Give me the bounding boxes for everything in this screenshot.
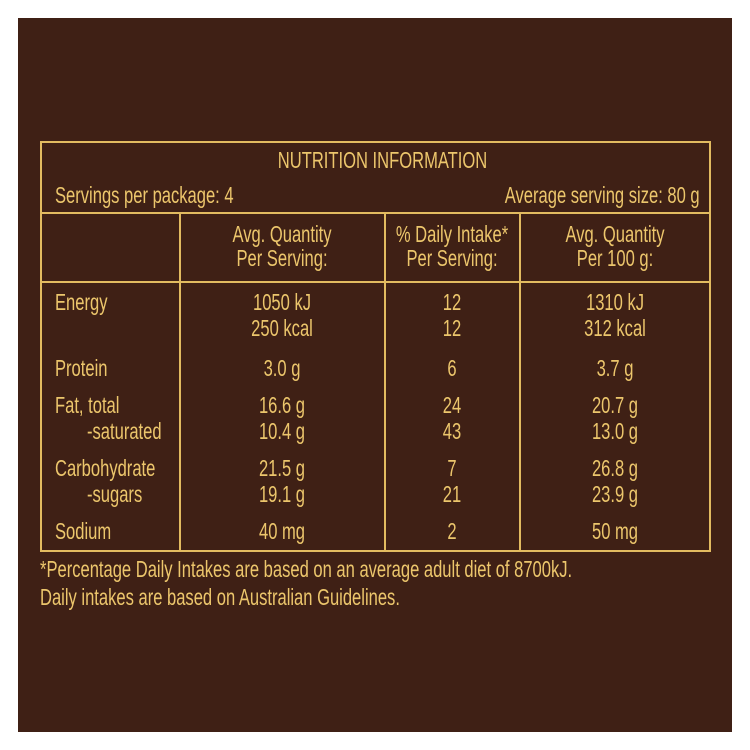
divider [40,281,711,283]
row-label: Energy [55,289,108,315]
value-per-100g: 20.7 g [591,392,639,418]
border-top [40,141,711,143]
value-per-serving: 16.6 g [258,392,306,418]
value-daily-intake: 12 [442,315,462,341]
value-per-100g: 23.9 g [591,481,639,507]
column-divider [384,212,386,552]
border-right [709,141,711,552]
value-per-100g: 3.7 g [596,355,634,381]
servings-per-package: Servings per package: 4 [55,182,234,208]
row-label: Carbohydrate [55,455,156,481]
value-per-100g: 13.0 g [591,418,639,444]
value-per-100g: 50 mg [591,518,639,544]
row-label: -saturated [87,418,162,444]
value-per-100g: 1310 kJ [585,289,645,315]
header-daily-intake: Per Serving: [406,245,498,271]
value-per-serving: 21.5 g [258,455,306,481]
value-daily-intake: 2 [447,518,457,544]
border-bottom [40,550,711,552]
value-per-100g: 26.8 g [591,455,639,481]
value-per-serving: 3.0 g [263,355,301,381]
value-per-serving: 1050 kJ [252,289,312,315]
header-serving: Per Serving: [236,245,328,271]
footnote: Daily intakes are based on Australian Gu… [40,584,400,610]
header-per-100g: Per 100 g: [576,245,654,271]
table-title: NUTRITION INFORMATION [277,147,488,173]
row-label: Fat, total [55,392,120,418]
value-daily-intake: 21 [442,481,462,507]
divider [40,212,711,214]
column-divider [519,212,521,552]
average-serving-size: Average serving size: 80 g [505,182,700,208]
label-panel [18,18,732,732]
header-serving: Avg. Quantity [232,221,332,247]
value-daily-intake: 6 [447,355,457,381]
value-per-serving: 40 mg [258,518,306,544]
value-per-serving: 250 kcal [251,315,313,341]
row-label: Protein [55,355,108,381]
value-daily-intake: 7 [447,455,457,481]
row-label: -sugars [87,481,143,507]
header-daily-intake: % Daily Intake* [395,221,509,247]
column-divider [179,212,181,552]
header-per-100g: Avg. Quantity [565,221,665,247]
value-per-serving: 10.4 g [258,418,306,444]
value-daily-intake: 43 [442,418,462,444]
value-daily-intake: 12 [442,289,462,315]
value-per-100g: 312 kcal [584,315,646,341]
footnote: *Percentage Daily Intakes are based on a… [40,556,573,582]
border-left [40,141,42,552]
row-label: Sodium [55,518,112,544]
value-daily-intake: 24 [442,392,462,418]
value-per-serving: 19.1 g [258,481,306,507]
